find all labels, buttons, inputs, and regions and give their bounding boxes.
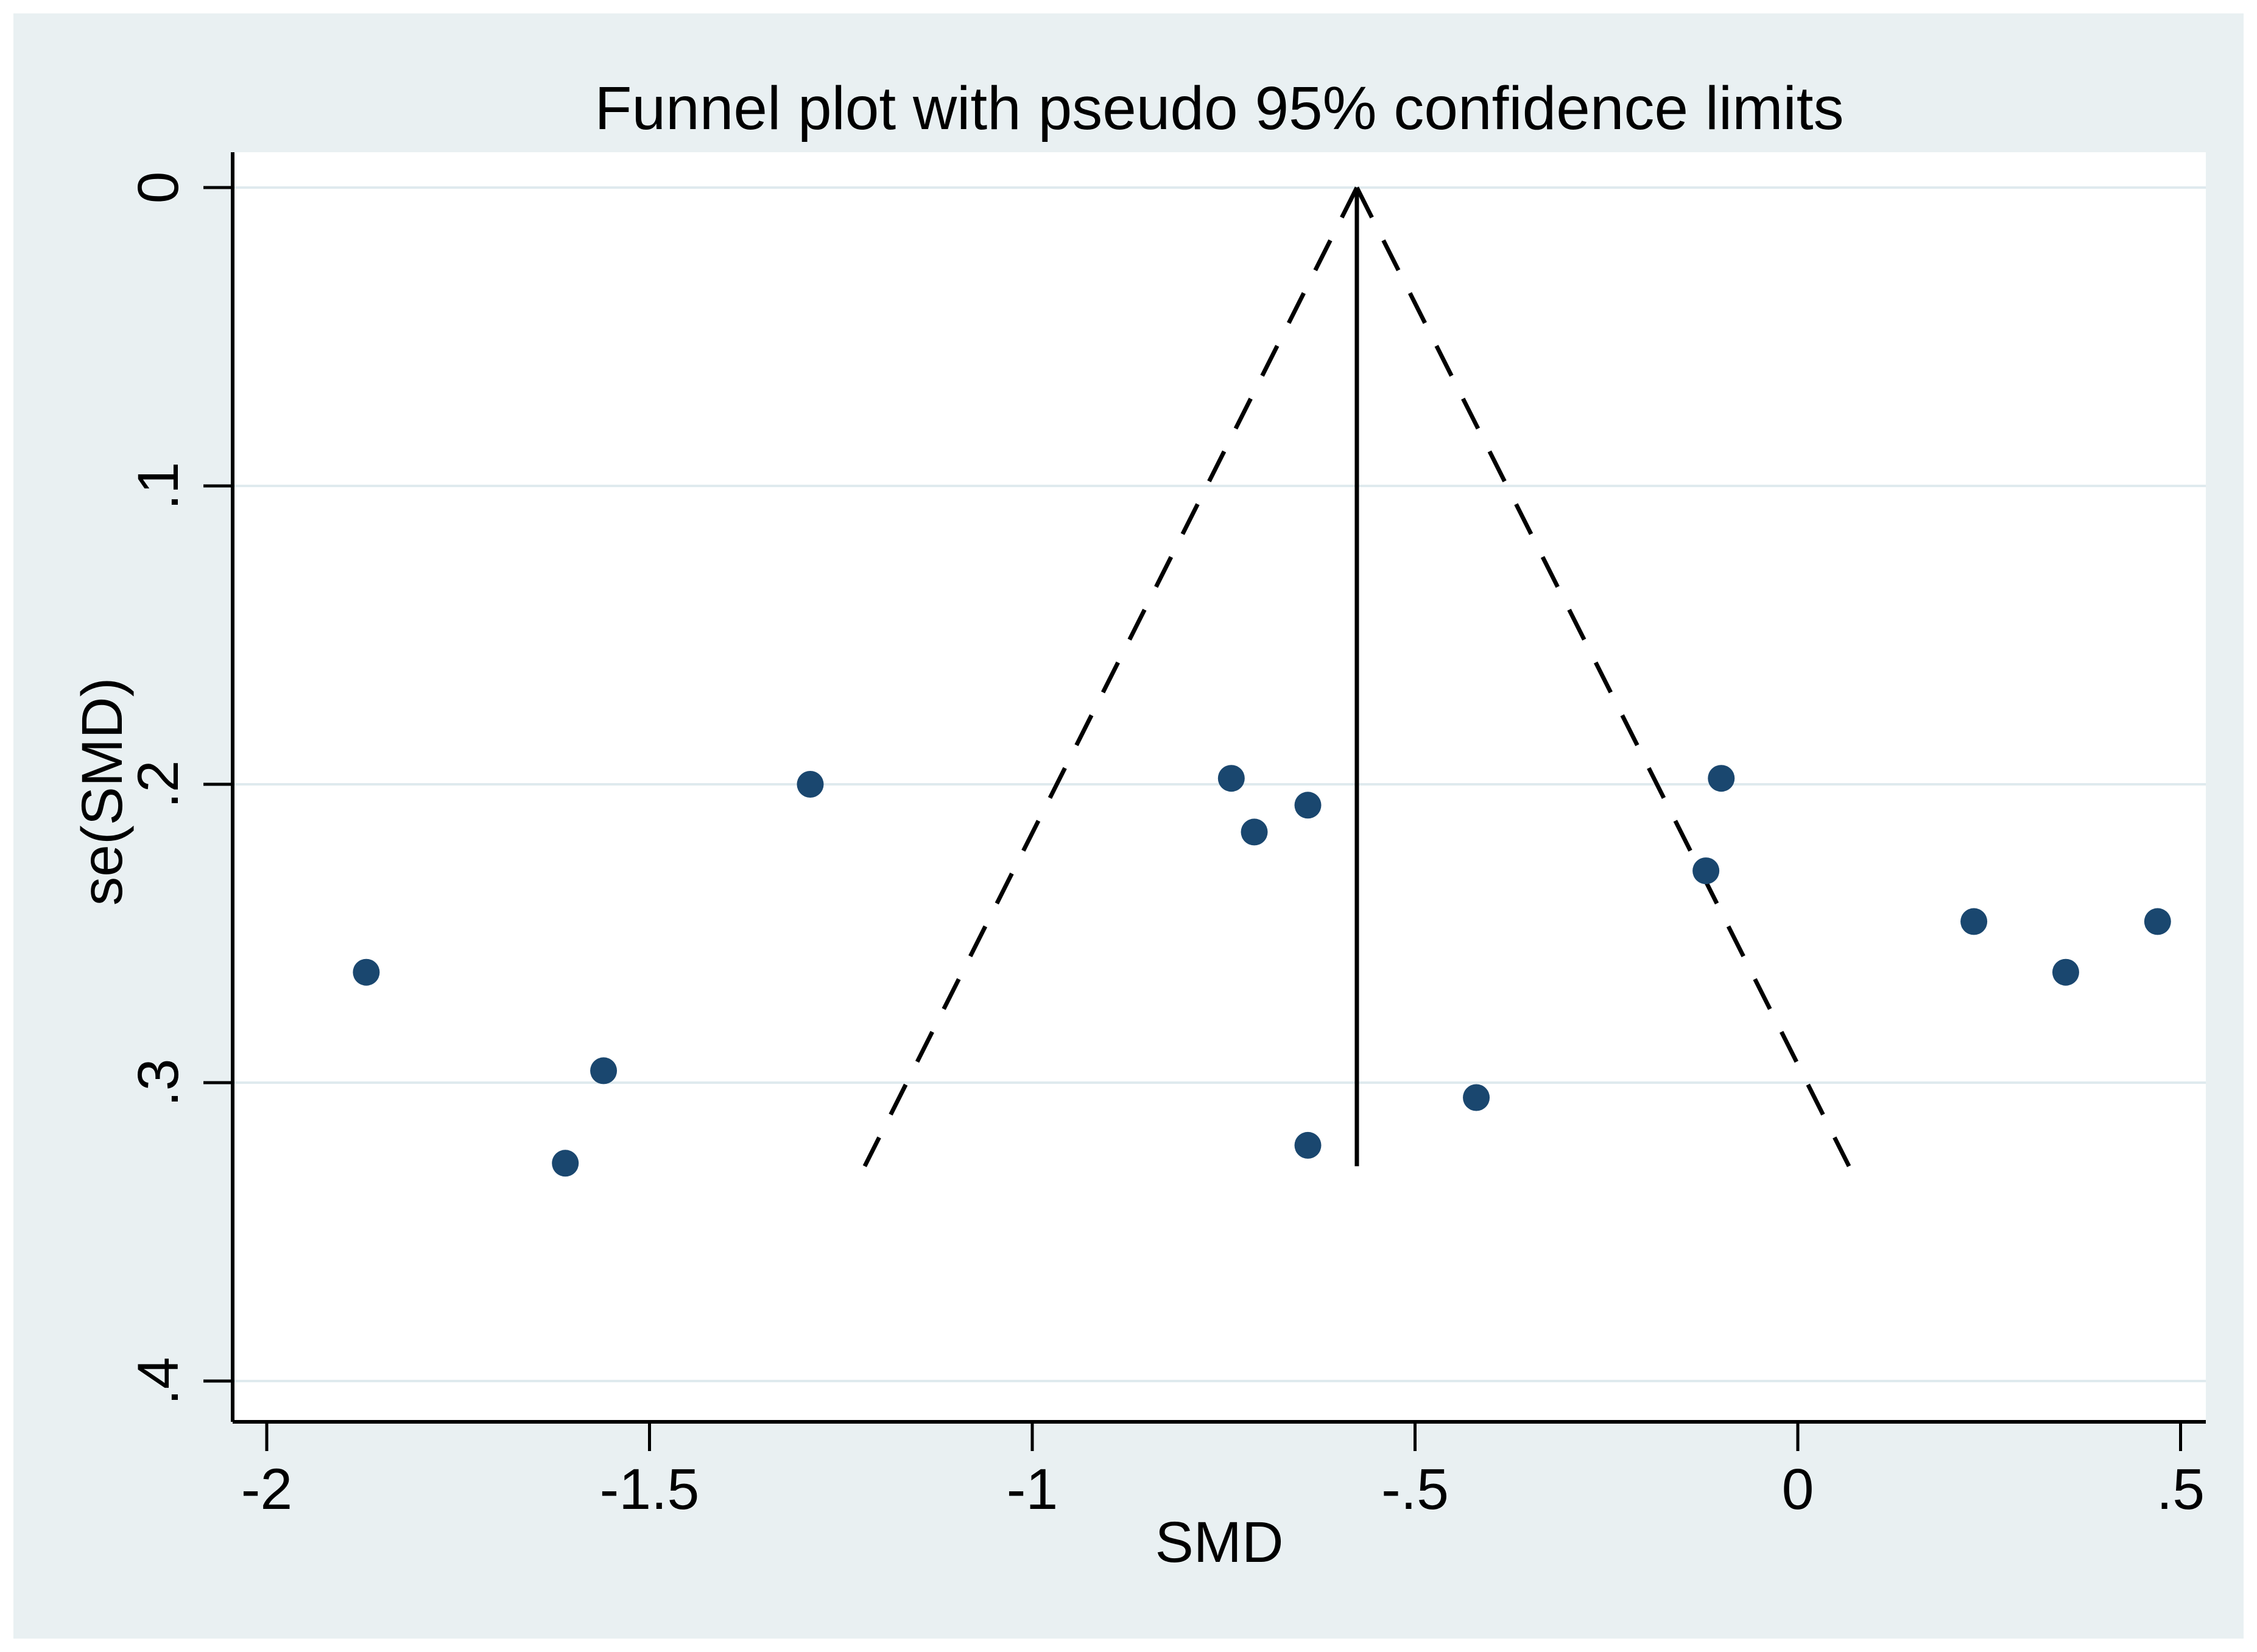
data-point: [1960, 908, 1988, 935]
x-tick-label: -2: [241, 1457, 292, 1522]
data-point: [1708, 765, 1735, 792]
y-axis-label: se(SMD): [70, 678, 135, 906]
funnel-lines-layer: [862, 186, 1851, 1167]
funnel-right-limit-line: [1354, 186, 1851, 1167]
x-axis-label: SMD: [1155, 1510, 1283, 1575]
x-tick-label: -.5: [1381, 1457, 1449, 1522]
x-tick-label: -1: [1007, 1457, 1058, 1522]
x-tick-label: -1.5: [600, 1457, 700, 1522]
data-point: [552, 1150, 579, 1177]
y-tick-label: .3: [126, 1058, 191, 1106]
x-tick-label: 0: [1782, 1457, 1814, 1522]
x-tick-label: .5: [2157, 1457, 2205, 1522]
data-point: [1294, 1131, 1322, 1159]
axes-layer: [231, 152, 2206, 1424]
y-tick-label: .2: [126, 760, 191, 808]
funnel-left-limit-line: [862, 186, 1359, 1167]
data-point: [353, 958, 380, 986]
data-point: [797, 771, 824, 798]
y-tick-label: .4: [126, 1357, 191, 1405]
y-tick-label: .1: [126, 462, 191, 510]
data-point: [1217, 765, 1245, 792]
data-point: [1692, 857, 1720, 885]
data-point: [590, 1057, 618, 1084]
y-tick-label: 0: [126, 172, 191, 204]
data-point: [1241, 818, 1268, 846]
data-point: [2144, 908, 2171, 935]
gridlines-layer: [233, 186, 2206, 1382]
data-point: [2052, 958, 2079, 986]
chart-title: Funnel plot with pseudo 95% confidence l…: [594, 74, 1843, 142]
data-point: [1463, 1084, 1490, 1111]
data-point: [1294, 792, 1322, 819]
ticks-layer: 0 .1 .2 .3 .4 -2 -1.5 -1 -.5 0 .5: [126, 172, 2205, 1522]
plot-area: [233, 152, 2206, 1422]
data-points-layer: [353, 765, 2171, 1177]
